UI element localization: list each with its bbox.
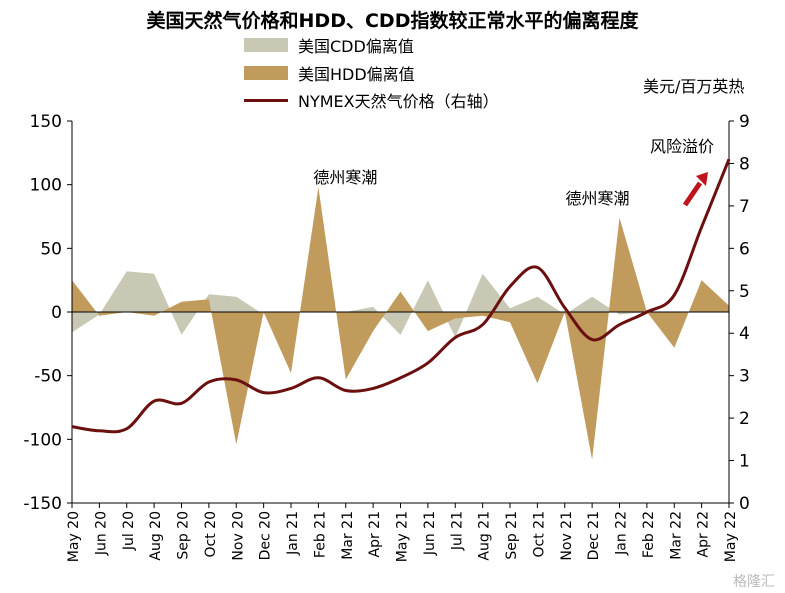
right-tick-label: 6	[739, 239, 750, 259]
x-tick-label: Feb 21	[312, 511, 328, 558]
right-tick-label: 9	[739, 112, 750, 132]
right-tick-label: 8	[739, 154, 750, 174]
legend-swatch-hdd	[244, 66, 288, 80]
x-tick-label: Aug 20	[148, 511, 164, 561]
right-tick-label: 4	[739, 324, 750, 344]
right-tick-label: 7	[739, 197, 750, 217]
right-tick-label: 5	[739, 282, 750, 302]
right-tick-label: 3	[739, 367, 750, 387]
left-tick-label: -100	[23, 430, 62, 450]
x-tick-label: Jan 21	[285, 511, 301, 556]
x-tick-label: May 21	[395, 511, 411, 562]
legend-label-hdd: 美国HDD偏离值	[298, 65, 415, 84]
legend-label-cdd: 美国CDD偏离值	[298, 37, 414, 56]
x-tick-label: Oct 20	[203, 511, 219, 557]
x-tick-label: Mar 22	[668, 511, 684, 560]
legend-item-cdd: 美国CDD偏离值	[244, 34, 414, 56]
x-tick-label: Aug 21	[477, 511, 493, 561]
left-tick-label: 150	[30, 112, 62, 132]
x-tick-label: Jan 22	[614, 511, 630, 556]
left-tick-label: 50	[40, 239, 62, 259]
x-tick-label: Nov 20	[230, 511, 246, 561]
x-tick-label: Jun 20	[93, 511, 109, 556]
x-tick-label: May 20	[66, 511, 82, 562]
legend-swatch-price	[244, 98, 288, 102]
x-tick-label: Nov 21	[559, 511, 575, 561]
legend-swatch-cdd	[244, 38, 288, 52]
left-tick-label: 100	[30, 176, 62, 196]
x-tick-label: Oct 21	[531, 511, 547, 557]
x-tick-label: May 22	[723, 511, 739, 562]
right-tick-label: 0	[739, 494, 750, 514]
x-tick-label: Apr 21	[367, 511, 383, 557]
right-tick-label: 1	[739, 452, 750, 472]
right-tick-label: 2	[739, 409, 750, 429]
watermark: 格隆汇	[733, 574, 775, 590]
x-tick-label: Dec 21	[586, 511, 602, 560]
x-tick-label: Jun 21	[422, 511, 438, 556]
x-tick-label: Sep 20	[176, 511, 192, 560]
legend-label-price: NYMEX天然气价格（右轴）	[298, 92, 499, 111]
legend-item-price: NYMEX天然气价格（右轴）	[244, 89, 499, 111]
annotation-texas-freeze-2: 德州寒潮	[565, 189, 629, 208]
left-tick-label: -50	[34, 367, 62, 387]
x-tick-label: Dec 20	[258, 511, 274, 560]
x-tick-label: Jul 21	[449, 511, 465, 551]
arrow-head	[696, 172, 708, 186]
annotation-texas-freeze-1: 德州寒潮	[313, 168, 377, 187]
x-tick-label: Mar 21	[340, 511, 356, 560]
left-tick-label: 0	[51, 303, 62, 323]
x-tick-label: Apr 22	[696, 511, 712, 557]
arrow-shaft	[682, 181, 703, 207]
right-axis-unit: 美元/百万英热	[643, 77, 745, 96]
legend-item-hdd: 美国HDD偏离值	[244, 62, 415, 84]
annotation-risk-premium: 风险溢价	[650, 137, 714, 156]
left-tick-label: -150	[23, 494, 62, 514]
area-hdd	[72, 187, 729, 460]
x-tick-label: Feb 22	[641, 511, 657, 558]
chart-title: 美国天然气价格和HDD、CDD指数较正常水平的偏离程度	[146, 10, 639, 32]
x-tick-label: Jul 20	[121, 511, 137, 551]
x-tick-label: Sep 21	[504, 511, 520, 560]
price-line	[71, 158, 731, 434]
